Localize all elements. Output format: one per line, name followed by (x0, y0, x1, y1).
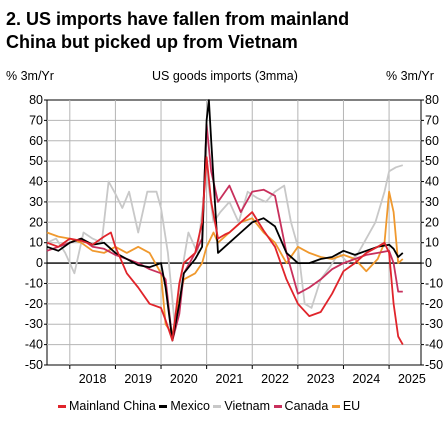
legend-label-mainland-china: Mainland China (69, 399, 156, 413)
y-tick-label-right: 20 (425, 215, 439, 229)
y-tick-label-right: 40 (425, 175, 439, 189)
y-tick-label-right: 0 (425, 256, 432, 270)
legend-label-canada: Canada (284, 399, 329, 413)
series-line-mexico (46, 99, 404, 342)
legend-key-mainland-china (58, 404, 66, 408)
right-axis-unit: % 3m/Yr (386, 69, 434, 83)
x-tick-label: 2024 (352, 372, 380, 386)
y-tick-label-right: 10 (425, 236, 439, 250)
y-tick-label-right: 60 (425, 134, 439, 148)
x-tick-label: 2018 (79, 372, 107, 386)
y-tick-label-right: -30 (425, 317, 443, 331)
legend-item-vietnam: Vietnam (213, 399, 270, 413)
y-tick-label-right: 30 (425, 195, 439, 209)
chart-subtitle: US goods imports (3mma) (152, 69, 298, 83)
y-tick-label-left: 30 (29, 195, 43, 209)
x-tick-label: 2021 (216, 372, 244, 386)
y-tick-label-left: -20 (25, 297, 43, 311)
legend-key-eu (331, 404, 340, 408)
y-tick-label-right: -40 (425, 338, 443, 352)
x-tick-label: 2019 (124, 372, 152, 386)
legend-label-vietnam: Vietnam (224, 399, 271, 413)
legend-item-eu: EU (331, 399, 361, 413)
y-tick-label-left: 0 (36, 256, 43, 270)
y-tick-label-left: 10 (29, 236, 43, 250)
y-tick-label-left: -50 (25, 358, 43, 372)
legend-label-mexico: Mexico (170, 399, 210, 413)
x-tick-label: 2023 (307, 372, 335, 386)
x-tick-label: 2022 (261, 372, 289, 386)
legend-key-mexico (159, 404, 168, 408)
chart-legend: Mainland China Mexico Vietnam Canada EU (58, 399, 360, 413)
y-tick-label-left: 60 (29, 134, 43, 148)
legend-key-vietnam (213, 404, 222, 408)
legend-label-eu: EU (342, 399, 361, 413)
legend-item-canada: Canada (273, 399, 329, 413)
chart-title-line-2: China but picked up from Vietnam (6, 32, 298, 52)
y-tick-label-right: 70 (425, 113, 439, 127)
chart-title-line-1: 2. US imports have fallen from mainland (6, 9, 350, 29)
y-tick-label-left: 40 (29, 175, 43, 189)
x-tick-label: 2020 (170, 372, 198, 386)
y-tick-label-left: -30 (25, 317, 43, 331)
y-tick-label-left: -40 (25, 338, 43, 352)
y-tick-label-right: 50 (425, 154, 439, 168)
y-tick-label-right: -10 (425, 276, 443, 290)
y-tick-label-right: -20 (425, 297, 443, 311)
y-tick-label-right: 80 (425, 93, 439, 107)
y-tick-label-left: 80 (29, 93, 43, 107)
series-layer (46, 99, 404, 346)
y-tick-label-left: 50 (29, 154, 43, 168)
y-tick-label-left: 20 (29, 215, 43, 229)
left-axis-unit: % 3m/Yr (6, 69, 54, 83)
chart-grid (44, 99, 424, 369)
y-tick-label-left: -10 (25, 276, 43, 290)
series-line-vietnam (46, 164, 404, 326)
series-line-canada (46, 123, 403, 342)
legend-item-mexico: Mexico (159, 399, 210, 413)
legend-key-canada (273, 404, 282, 408)
series-line-mainland-china (46, 156, 404, 346)
legend-item-mainland-china: Mainland China (58, 399, 156, 413)
y-tick-label-left: 70 (29, 113, 43, 127)
x-tick-label: 2025 (398, 372, 426, 386)
y-tick-label-right: -50 (425, 358, 443, 372)
